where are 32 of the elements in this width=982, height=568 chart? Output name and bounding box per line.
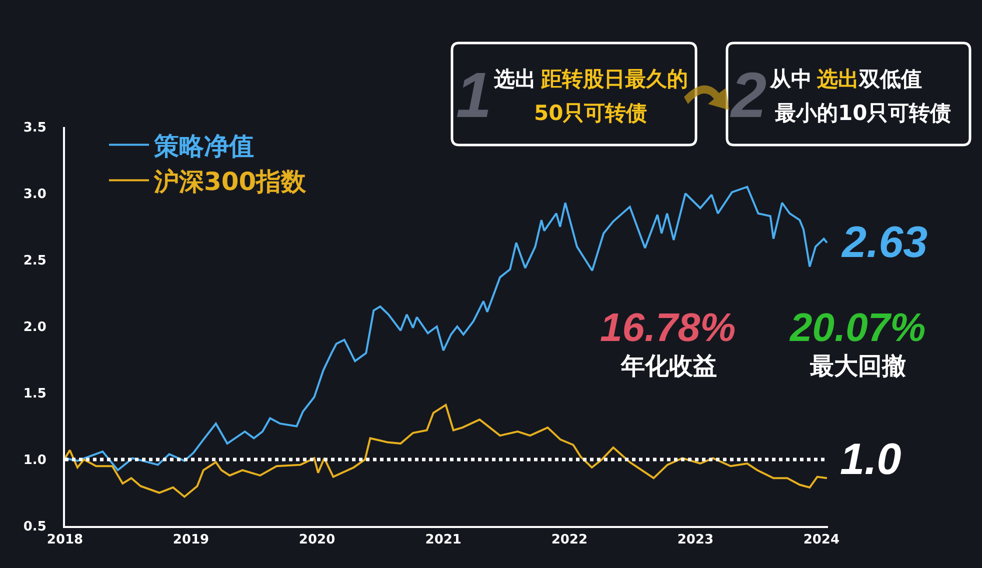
x-tick-label: 2021 <box>425 532 462 548</box>
x-tick-label: 2018 <box>46 532 84 548</box>
x-tick-label: 2024 <box>803 532 840 548</box>
annotation: 2.63 <box>841 218 928 267</box>
annotation: 20.07% <box>789 306 926 350</box>
text: 最小的10只可转债 <box>774 101 952 125</box>
y-tick-label: 2.5 <box>23 254 46 269</box>
text: 距转股日最久的 <box>540 67 688 91</box>
annotation: 16.78% <box>600 306 736 350</box>
y-tick-label: 3.5 <box>23 120 46 136</box>
text: 选出 <box>493 67 536 91</box>
y-tick-label: 2.0 <box>23 320 46 336</box>
text: 50只可转债 <box>534 101 648 125</box>
y-tick-label: 1.0 <box>23 453 46 468</box>
legend-label: 沪深300指数 <box>153 167 308 196</box>
y-tick-label: 3.0 <box>23 187 46 202</box>
annotation: 年化收益 <box>620 352 717 380</box>
ref-line-label: 1.0 <box>840 435 902 484</box>
annotation: 最大回撤 <box>809 352 906 380</box>
annotation: 1 <box>456 59 492 131</box>
y-tick-label: 1.5 <box>23 386 46 402</box>
x-tick-label: 2019 <box>172 532 210 548</box>
line-series <box>65 404 828 498</box>
x-tick-label: 2020 <box>298 532 336 548</box>
y-tick-label: 0.5 <box>23 520 46 535</box>
text: 从中 <box>769 67 812 91</box>
text: 选出 <box>816 67 859 91</box>
x-tick-label: 2022 <box>551 532 588 548</box>
annotation: 2 <box>730 59 767 131</box>
legend-label: 策略净值 <box>153 132 254 160</box>
text: 双低值 <box>858 67 922 91</box>
x-tick-label: 2023 <box>677 532 714 548</box>
